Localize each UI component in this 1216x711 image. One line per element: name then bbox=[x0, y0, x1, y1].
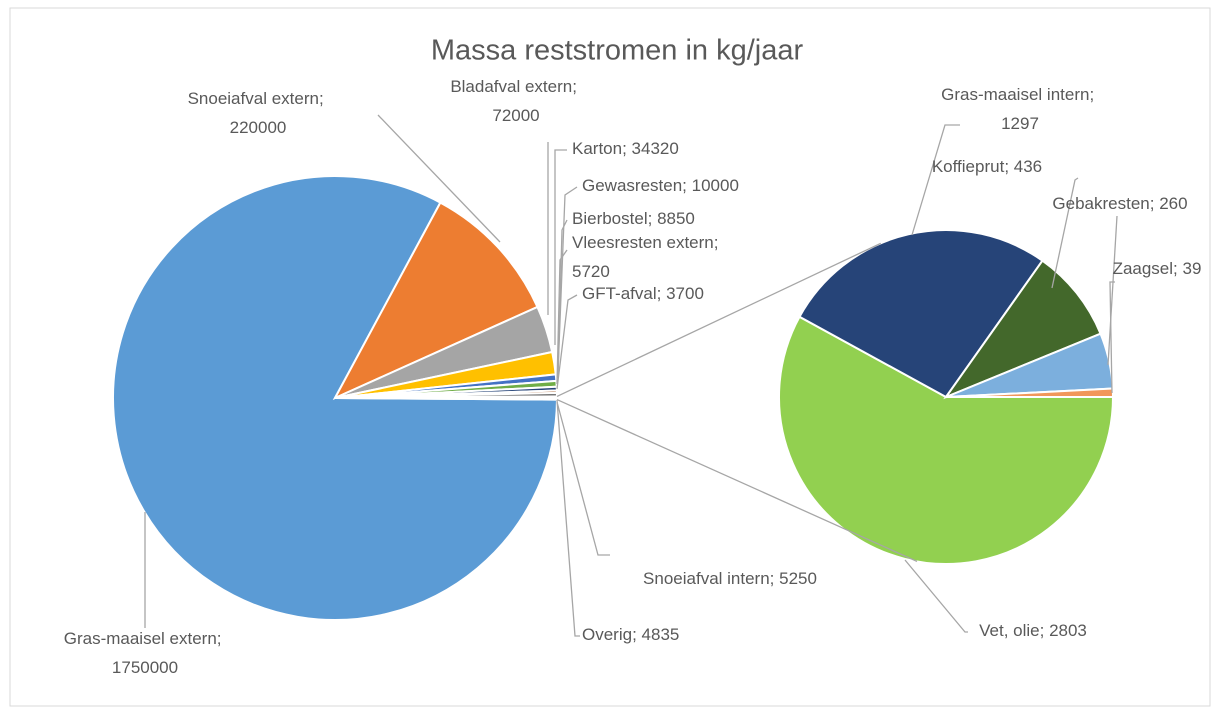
leader-line bbox=[556, 249, 568, 385]
label-separator: ; bbox=[657, 284, 666, 303]
label-value: 260 bbox=[1159, 194, 1187, 213]
label-value: 72000 bbox=[492, 106, 539, 125]
leader-line bbox=[554, 149, 567, 345]
leader-line bbox=[556, 399, 580, 637]
label-separator: ; bbox=[1089, 85, 1098, 104]
label-value: 5720 bbox=[572, 262, 610, 281]
leader-line bbox=[556, 294, 578, 390]
label-name: Koffieprut bbox=[932, 157, 1005, 176]
connector-line bbox=[556, 399, 918, 563]
label-name: Overig bbox=[582, 625, 632, 644]
leader-line bbox=[904, 559, 968, 633]
label-value: 3700 bbox=[666, 284, 704, 303]
label-separator: ; bbox=[217, 629, 226, 648]
label-name: Gras-maaisel extern bbox=[64, 629, 217, 648]
label-separator: ; bbox=[622, 139, 631, 158]
label-name: Karton bbox=[572, 139, 622, 158]
data-label: Gebakresten; 260 bbox=[1052, 194, 1187, 213]
data-label: Zaagsel; 39 bbox=[1113, 259, 1202, 278]
label-value: 2803 bbox=[1049, 621, 1087, 640]
label-separator: ; bbox=[682, 176, 691, 195]
label-value: 10000 bbox=[692, 176, 739, 195]
data-label: Gras-maaisel intern; 1297 bbox=[941, 85, 1099, 133]
label-value: 5250 bbox=[779, 569, 817, 588]
label-name: Zaagsel bbox=[1113, 259, 1173, 278]
label-value: 1297 bbox=[1001, 114, 1039, 133]
chart-title: Massa reststromen in kg/jaar bbox=[431, 35, 804, 67]
label-separator: ; bbox=[1040, 621, 1049, 640]
label-separator: ; bbox=[572, 77, 581, 96]
pie-slice bbox=[334, 395, 558, 401]
label-separator: ; bbox=[770, 569, 779, 588]
leader-line bbox=[911, 124, 960, 236]
pie-slice bbox=[778, 315, 1115, 565]
data-label: Bierbostel; 8850 bbox=[572, 209, 695, 228]
connector-line bbox=[556, 242, 882, 397]
label-separator: ; bbox=[1173, 259, 1182, 278]
label-value: 34320 bbox=[632, 139, 679, 158]
label-value: 8850 bbox=[657, 209, 695, 228]
data-label: Koffieprut; 436 bbox=[932, 157, 1042, 176]
data-label: Karton; 34320 bbox=[572, 139, 679, 158]
data-label: Vleesresten extern; 5720 bbox=[572, 233, 723, 281]
leader-line bbox=[1051, 177, 1079, 289]
label-name: Vet, olie bbox=[979, 621, 1040, 640]
label-separator: ; bbox=[714, 233, 723, 252]
label-name: Bierbostel bbox=[572, 209, 648, 228]
leader-line bbox=[556, 401, 610, 556]
label-name: Snoeiafval extern bbox=[188, 89, 319, 108]
leader-line bbox=[1107, 215, 1118, 366]
label-value: 1750000 bbox=[112, 658, 178, 677]
pie-slice bbox=[943, 259, 1102, 400]
label-name: Snoeiafval intern bbox=[643, 569, 770, 588]
label-value: 436 bbox=[1014, 157, 1042, 176]
data-label: Snoeiafval intern; 5250 bbox=[643, 569, 817, 588]
data-label: Overig; 4835 bbox=[582, 625, 679, 644]
label-separator: ; bbox=[319, 89, 328, 108]
pie-slice bbox=[945, 387, 1115, 398]
label-value: 39 bbox=[1183, 259, 1202, 278]
label-separator: ; bbox=[1150, 194, 1159, 213]
data-label: Snoeiafval extern; 220000 bbox=[188, 89, 329, 137]
leader-line bbox=[377, 114, 501, 243]
label-separator: ; bbox=[648, 209, 657, 228]
data-label: Vet, olie; 2803 bbox=[979, 621, 1087, 640]
data-label: Gras-maaisel extern; 1750000 bbox=[64, 629, 227, 677]
data-label: Bladafval extern; 72000 bbox=[450, 77, 581, 125]
label-separator: ; bbox=[1004, 157, 1013, 176]
label-value: 4835 bbox=[642, 625, 680, 644]
data-label: GFT-afval; 3700 bbox=[582, 284, 704, 303]
label-name: Gras-maaisel intern bbox=[941, 85, 1089, 104]
label-name: Bladafval extern bbox=[450, 77, 572, 96]
label-name: Vleesresten extern bbox=[572, 233, 714, 252]
label-name: GFT-afval bbox=[582, 284, 657, 303]
label-value: 220000 bbox=[230, 118, 287, 137]
data-label: Gewasresten; 10000 bbox=[582, 176, 739, 195]
leader-line bbox=[557, 219, 568, 379]
pie-slice bbox=[332, 201, 539, 401]
leader-line bbox=[1109, 281, 1115, 394]
label-name: Gewasresten bbox=[582, 176, 682, 195]
label-separator: ; bbox=[632, 625, 641, 644]
label-name: Gebakresten bbox=[1052, 194, 1149, 213]
pie-slice bbox=[798, 229, 1044, 399]
